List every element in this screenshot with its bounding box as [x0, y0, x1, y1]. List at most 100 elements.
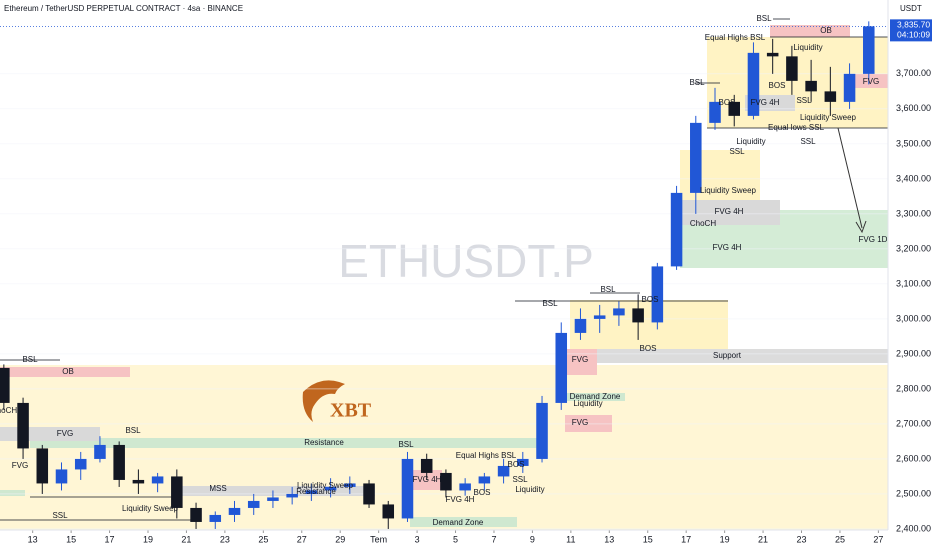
y-tick-label: 3,600.00: [896, 103, 931, 113]
annotation: BOS: [642, 295, 659, 304]
annotation: BSL: [600, 285, 616, 294]
annotation: Equal Highs BSL: [705, 33, 766, 42]
candle-body: [363, 483, 375, 505]
annotation: Liquidity: [736, 137, 765, 146]
annotation: SSL: [729, 147, 745, 156]
candle-body: [151, 476, 164, 484]
last-price-label: 3,835.70: [897, 20, 930, 30]
annotation: OB: [62, 367, 74, 376]
x-tick-label: 7: [491, 534, 496, 544]
x-tick-label: 17: [681, 534, 691, 544]
candle-body: [0, 367, 10, 403]
candle-body: [286, 493, 298, 498]
zone: [412, 470, 442, 490]
x-tick-label: 11: [566, 534, 575, 544]
zone: [565, 415, 612, 432]
annotation: FVG: [863, 77, 879, 86]
annotation: BOS: [769, 81, 786, 90]
annotation: BOS: [640, 344, 657, 353]
candle-body: [728, 101, 740, 116]
annotation: OB: [820, 26, 832, 35]
annotation: Support: [713, 351, 742, 360]
logo: XBT: [302, 380, 372, 422]
candle-body: [536, 402, 548, 459]
x-tick-label: 23: [220, 534, 230, 544]
zone: [410, 517, 517, 527]
candle-body: [324, 486, 337, 491]
zone: [570, 300, 728, 350]
candle-body: [613, 308, 625, 316]
zone: [567, 349, 597, 375]
x-tick-label: 25: [258, 534, 268, 544]
candle-body: [55, 469, 68, 484]
annotation: MSS: [209, 484, 226, 493]
zone: [565, 393, 625, 401]
annotation: SSL: [52, 511, 68, 520]
annotation: FVG: [12, 461, 28, 470]
y-tick-label: 3,000.00: [896, 313, 931, 323]
y-tick-label: 2,500.00: [896, 488, 931, 498]
annotation: FVG: [572, 355, 588, 364]
x-tick-label: 17: [105, 534, 115, 544]
candle-body: [228, 507, 241, 515]
annotation: Liquidity Sweep: [700, 186, 757, 195]
y-tick-label: 3,400.00: [896, 173, 931, 183]
x-tick-label: 21: [758, 534, 768, 544]
candle-body: [478, 476, 491, 484]
candle-body: [555, 332, 568, 403]
x-tick-label: 15: [643, 534, 653, 544]
candle-body: [786, 56, 798, 81]
zone: [180, 486, 375, 496]
y-tick-label: 3,300.00: [896, 208, 931, 218]
candle-body: [190, 507, 202, 522]
annotation: FVG 1D: [859, 235, 888, 244]
candle-body: [94, 444, 106, 459]
x-tick-label: 13: [604, 534, 614, 544]
candle-body: [344, 483, 356, 487]
y-tick-label: 3,700.00: [896, 68, 931, 78]
arrow-head: [855, 220, 867, 234]
y-tick-label: 2,800.00: [896, 383, 931, 393]
x-tick-label: 23: [796, 534, 806, 544]
x-tick-label: 21: [181, 534, 191, 544]
annotation: BSL: [542, 299, 558, 308]
annotation: Liquidity: [515, 485, 544, 494]
annotation: Liquidity Sweep: [800, 113, 857, 122]
x-tick-label: 27: [297, 534, 307, 544]
x-tick-label: 3: [415, 534, 420, 544]
annotation: BSL: [22, 355, 38, 364]
candle-body: [574, 318, 587, 333]
annotation: BSL: [756, 14, 772, 23]
annotation: FVG: [572, 418, 588, 427]
watermark: ETHUSDT.P: [338, 235, 594, 287]
annotation: BOS: [474, 488, 491, 497]
annotation: Resistance: [304, 438, 344, 447]
zone: [0, 367, 130, 377]
annotation: BSL: [689, 78, 705, 87]
candle-body: [709, 101, 721, 123]
zone: [770, 25, 850, 37]
candle-body: [632, 308, 644, 323]
annotation: BOS: [508, 460, 525, 469]
annotation: Liquidity: [573, 399, 602, 408]
x-tick-label: 13: [28, 534, 38, 544]
annotation: Equal lows SSL: [768, 123, 825, 132]
zone: [0, 490, 25, 496]
y-unit: USDT: [900, 4, 922, 13]
candle-body: [766, 52, 779, 57]
candle-body: [305, 490, 318, 494]
annotation: FVG 4H: [713, 243, 742, 252]
annotation: FVG 4H: [413, 475, 442, 484]
annotation: Liquidity Sweep: [297, 481, 354, 490]
candle-body: [247, 500, 260, 508]
x-tick-label: 27: [873, 534, 883, 544]
annotation: SSL: [796, 96, 812, 105]
candle-body: [113, 444, 125, 480]
annotation: SSL: [800, 137, 816, 146]
annotation: Resistance: [296, 487, 336, 496]
y-tick-label: 2,600.00: [896, 453, 931, 463]
annotation: Equal Highs BSL: [456, 451, 517, 460]
annotation: Demand Zone: [433, 518, 484, 527]
